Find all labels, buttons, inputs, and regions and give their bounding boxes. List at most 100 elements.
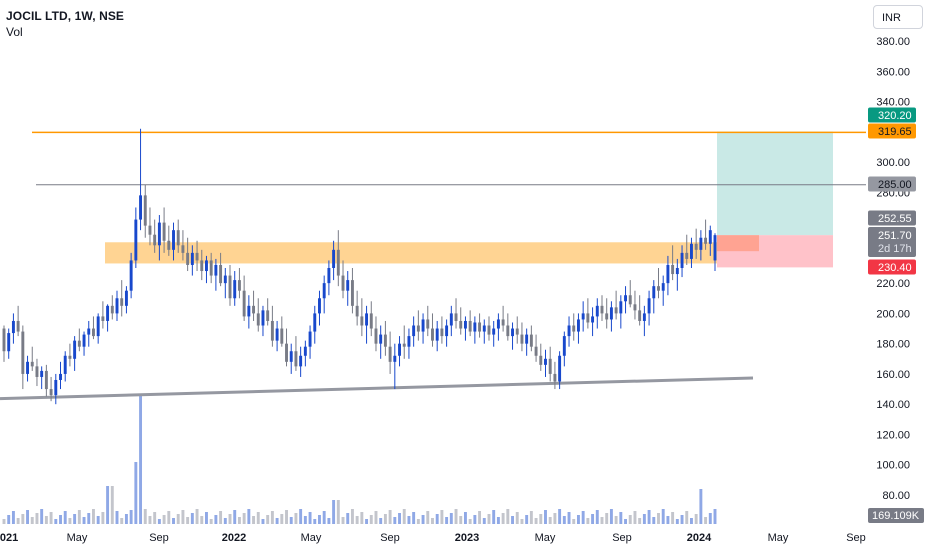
volume-bar <box>266 515 270 524</box>
candle-body <box>511 328 514 337</box>
candle-body <box>30 361 34 367</box>
volume-bar <box>548 517 552 524</box>
volume-bar <box>332 500 336 524</box>
currency-button[interactable]: INR <box>873 5 923 29</box>
candle-body <box>421 319 425 332</box>
volume-bar <box>223 518 227 524</box>
volume-bar <box>459 516 463 524</box>
candle-body <box>713 235 717 261</box>
candle-body <box>139 195 143 220</box>
volume-bar <box>383 514 387 524</box>
volume-bar <box>591 514 595 524</box>
volume-bar <box>685 511 689 524</box>
candle-body <box>270 320 274 341</box>
candle-body <box>16 320 20 332</box>
volume-bar <box>73 514 77 524</box>
volume-bar <box>379 518 383 524</box>
volume-bar <box>713 509 717 524</box>
volume-bar <box>539 514 543 524</box>
candle-body <box>162 222 166 241</box>
volume-bar <box>21 514 25 524</box>
candle-body <box>576 319 580 332</box>
candle-body <box>449 313 453 326</box>
candle-body <box>426 319 430 329</box>
candle-body <box>186 252 190 265</box>
time-tick-label: 2022 <box>222 532 246 544</box>
volume-bar <box>638 518 642 524</box>
volume-bar <box>143 509 147 524</box>
volume-bar <box>299 509 303 524</box>
volume-bar <box>445 517 449 524</box>
volume-bar <box>247 509 251 524</box>
volume-indicator-label[interactable]: Vol <box>6 25 23 39</box>
last-price-tag: 252.55 <box>878 213 912 225</box>
candle-body <box>54 379 58 396</box>
candle-body <box>7 333 11 352</box>
volume-bar <box>209 519 213 524</box>
volume-bar <box>322 511 326 524</box>
candle-body <box>44 370 48 390</box>
volume-bar <box>233 510 237 524</box>
candle-body <box>40 370 44 377</box>
candle-body <box>463 320 467 329</box>
candle-body <box>402 343 406 347</box>
candle-body <box>209 260 213 276</box>
volume-bar <box>562 516 566 524</box>
volume-bar <box>468 519 472 524</box>
volume-bar <box>49 512 53 524</box>
volume-bar <box>671 512 675 524</box>
candle-body <box>567 325 571 337</box>
volume-bar <box>303 516 307 524</box>
volume-bar <box>186 517 190 524</box>
volume-bar <box>402 509 406 524</box>
volume-bar <box>454 509 458 524</box>
candle-body <box>699 237 703 250</box>
time-tick-label: Sep <box>149 532 169 544</box>
volume-bar <box>87 513 91 524</box>
volume-bar <box>252 516 256 524</box>
candle-body <box>228 275 232 299</box>
volume-bar <box>520 519 524 524</box>
candle-body <box>628 295 632 305</box>
price-tick-label: 360.00 <box>876 66 910 78</box>
stop-price-tag: 230.40 <box>878 262 912 274</box>
volume-bar <box>11 511 15 524</box>
volume-bar <box>360 512 364 524</box>
candle-body <box>153 234 157 246</box>
candle-body <box>520 334 524 344</box>
candle-body <box>266 310 270 321</box>
candle-body <box>652 286 656 299</box>
candle-body <box>416 325 420 332</box>
candle-body <box>581 313 585 320</box>
volume-bar <box>515 512 519 524</box>
candle-body <box>689 243 693 259</box>
candle-body <box>435 328 439 341</box>
volume-bar <box>289 517 293 524</box>
volume-bar <box>501 513 505 524</box>
candle-body <box>247 305 251 317</box>
volume-bar <box>350 509 354 524</box>
volume-bar <box>346 513 350 524</box>
volume-bar <box>628 515 632 524</box>
volume-bar <box>124 514 128 524</box>
volume-bar <box>54 519 58 524</box>
candle-body <box>275 328 279 341</box>
volume-bar <box>416 519 420 524</box>
price-tick-label: 200.00 <box>876 308 910 320</box>
candle-body <box>694 243 698 250</box>
time-axis: 2021 May Sep 2022 May Sep 2023 May Sep 2024 May Sep <box>0 532 866 544</box>
volume-bar <box>16 518 20 524</box>
candle-body <box>355 305 359 317</box>
candle-body <box>624 295 627 302</box>
stop-price-tag-bg <box>868 259 916 275</box>
candle-body <box>172 230 175 250</box>
symbol-title[interactable]: JOCIL LTD, 1W, NSE <box>6 9 125 23</box>
volume-bar <box>657 513 660 524</box>
volume-bar <box>614 516 618 524</box>
volume-bar <box>30 517 34 524</box>
candle-body <box>322 283 326 299</box>
volume-bars <box>2 394 717 524</box>
volume-bar <box>92 509 95 524</box>
